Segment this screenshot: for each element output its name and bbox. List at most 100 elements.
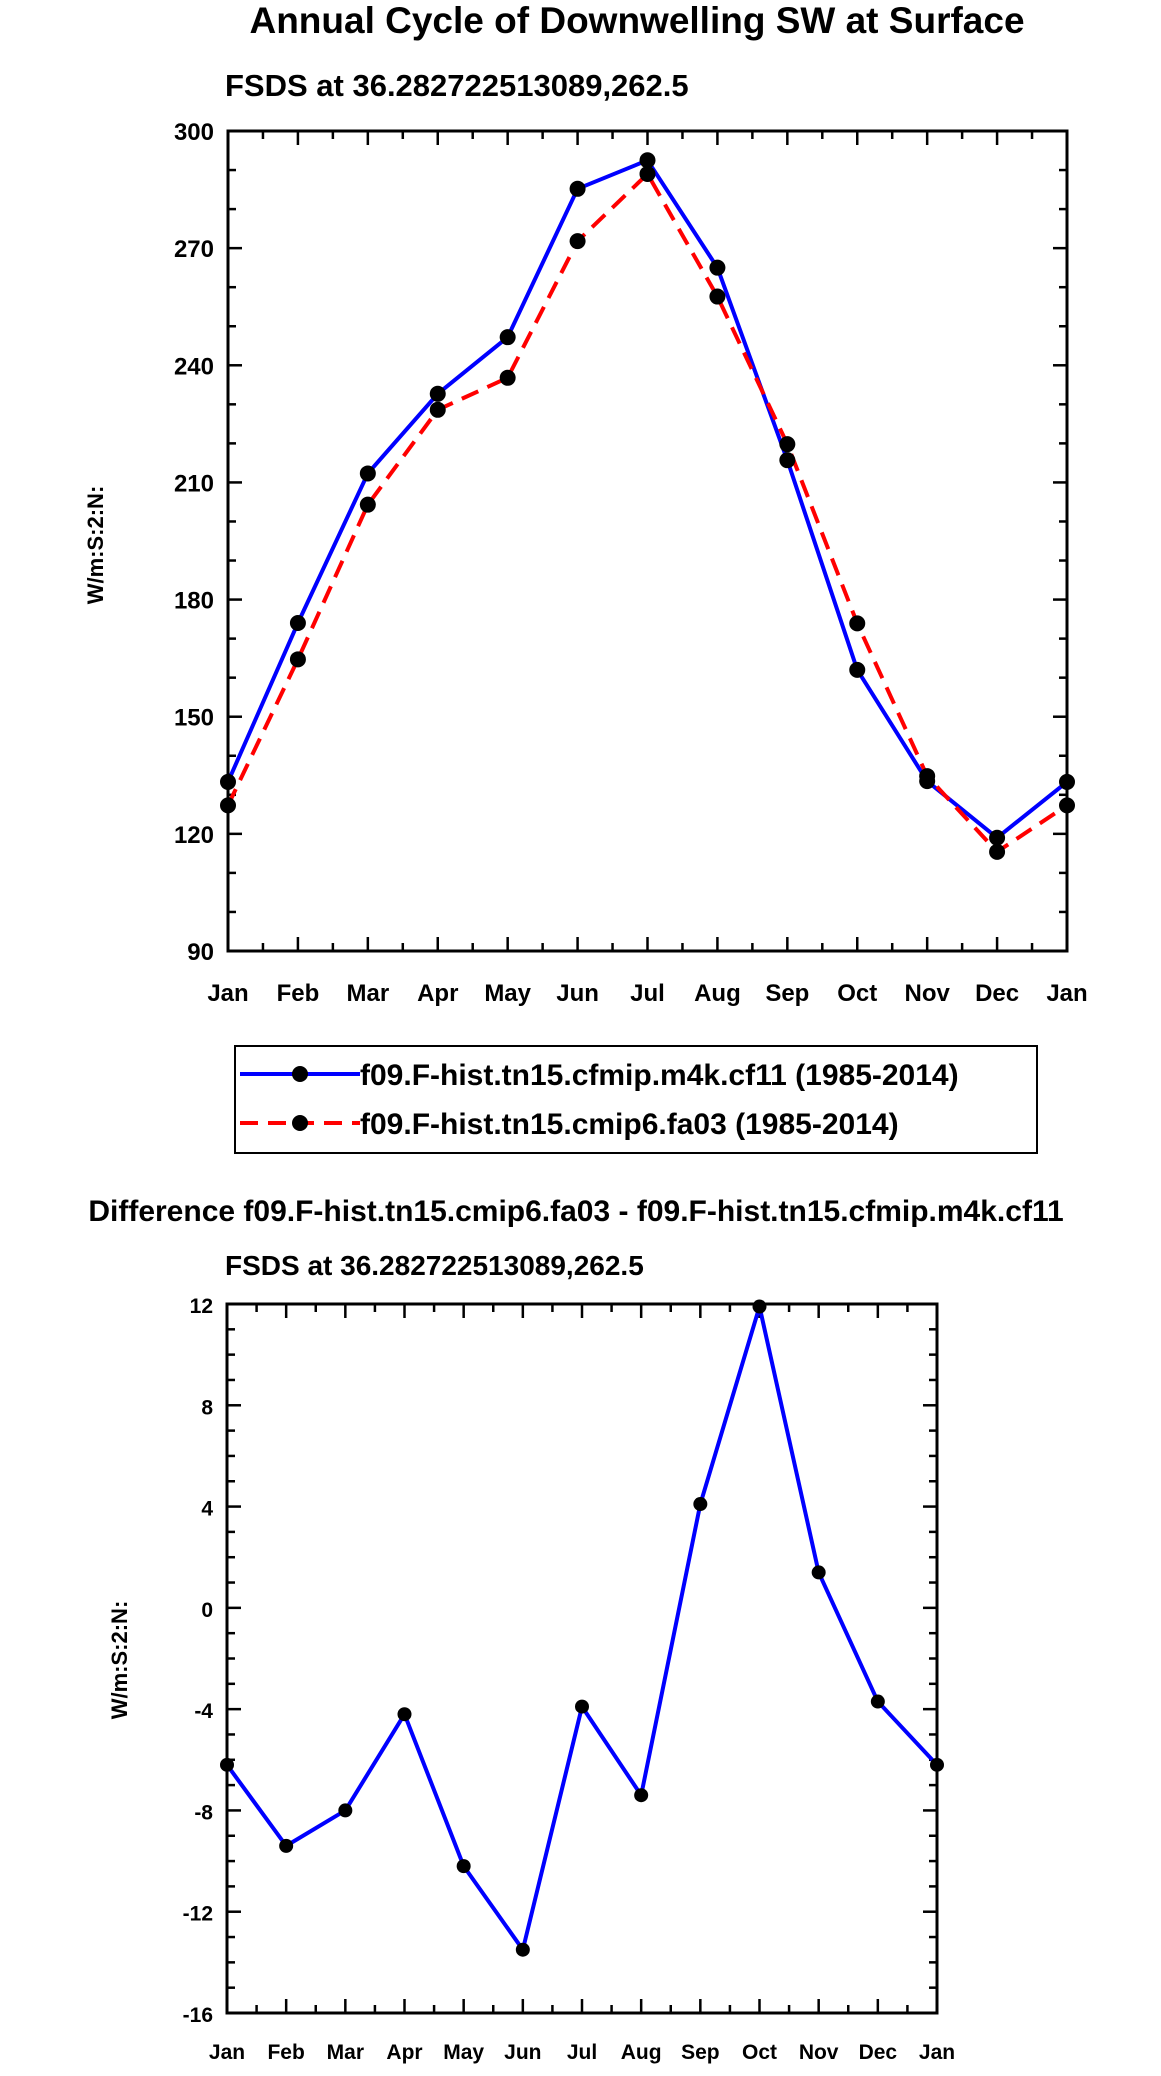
data-point-series-1 xyxy=(693,1497,708,1512)
x-tick-label: Nov xyxy=(799,2041,839,2064)
x-tick-label: Jun xyxy=(556,980,599,1007)
chart1-subtitle: FSDS at 36.282722513089,262.5 xyxy=(225,68,689,103)
data-point-series-1 xyxy=(456,1859,471,1874)
data-point-series-1 xyxy=(575,1699,589,1714)
y-tick-label: 8 xyxy=(201,1396,213,1419)
chart1-title: Annual Cycle of Downwelling SW at Surfac… xyxy=(249,0,1024,41)
x-tick-label: Mar xyxy=(346,980,389,1007)
series-line-1 xyxy=(225,1304,939,1952)
data-point-series-2 xyxy=(989,843,1006,860)
data-point-series-2 xyxy=(639,165,656,182)
x-tick-label: Aug xyxy=(621,2041,662,2064)
plot-frame xyxy=(225,1302,939,2015)
data-point-series-1 xyxy=(989,829,1006,846)
x-tick-label: Jun xyxy=(504,2041,541,2064)
legend-label-series-1: f09.F-hist.tn15.cfmip.m4k.cf11 (1985-201… xyxy=(360,1059,959,1092)
y-tick-label: 150 xyxy=(174,705,214,732)
y-tick-label: 90 xyxy=(187,939,214,966)
legend-box xyxy=(234,1045,1038,1154)
y-tick-label: 120 xyxy=(174,822,214,849)
data-point-series-2 xyxy=(429,401,446,418)
data-point-series-1 xyxy=(569,180,586,197)
y-tick-label: 4 xyxy=(201,1498,213,1521)
data-point-series-2 xyxy=(1059,797,1075,814)
y-tick-label: 240 xyxy=(174,353,214,380)
x-tick-label: Feb xyxy=(277,980,320,1007)
y-tick-label: -8 xyxy=(194,1801,213,1824)
y-tick-label: 210 xyxy=(174,470,214,497)
x-tick-label: Jan xyxy=(1046,980,1087,1007)
x-tick-label: Dec xyxy=(975,980,1019,1007)
x-tick-label: Mar xyxy=(327,2041,364,2064)
data-point-series-1 xyxy=(279,1838,294,1853)
x-tick-label: Apr xyxy=(417,980,458,1007)
chart2-title: Difference f09.F-hist.tn15.cmip6.fa03 - … xyxy=(88,1195,1063,1228)
data-point-series-1 xyxy=(220,773,236,790)
data-point-series-2 xyxy=(220,797,236,814)
data-point-series-1 xyxy=(811,1565,826,1580)
x-tick-label: Jul xyxy=(567,2041,597,2064)
x-tick-label: Feb xyxy=(267,2041,304,2064)
data-point-series-2 xyxy=(289,651,306,668)
data-point-series-1 xyxy=(1059,773,1075,790)
x-tick-label: Dec xyxy=(859,2041,898,2064)
legend-label-series-2: f09.F-hist.tn15.cmip6.fa03 (1985-2014) xyxy=(360,1108,899,1141)
x-tick-label: Sep xyxy=(681,2041,720,2064)
chart2-subtitle: FSDS at 36.282722513089,262.5 xyxy=(225,1250,644,1281)
data-point-series-1 xyxy=(639,152,656,169)
data-point-series-2 xyxy=(849,615,866,632)
x-tick-label: Sep xyxy=(765,980,809,1007)
x-tick-label: Jan xyxy=(209,2041,245,2064)
data-point-series-1 xyxy=(359,465,376,482)
data-point-series-1 xyxy=(779,452,796,469)
data-point-series-1 xyxy=(515,1942,530,1957)
chart1-ylabel: W/m:S:2:N: xyxy=(83,486,108,605)
data-point-series-2 xyxy=(709,288,726,305)
data-point-series-2 xyxy=(359,496,376,513)
data-point-series-2 xyxy=(779,436,796,453)
data-point-series-1 xyxy=(289,615,306,631)
data-point-series-1 xyxy=(870,1694,885,1709)
y-tick-label: 180 xyxy=(174,588,214,615)
legend-marker-series-2 xyxy=(292,1115,308,1131)
y-tick-label: -16 xyxy=(183,2004,213,2027)
data-point-series-2 xyxy=(499,369,516,386)
plot-frame xyxy=(226,129,1069,953)
data-point-series-1 xyxy=(752,1299,767,1314)
chart1-plot: 90 120 150 180 210 240 270 300 Jan Feb Mar Apr May Ju… xyxy=(174,119,1088,1007)
series-line-1 xyxy=(226,158,1069,840)
data-point-series-1 xyxy=(849,661,866,678)
series-line-2 xyxy=(226,171,1069,854)
data-point-series-1 xyxy=(397,1707,412,1722)
y-tick-label: 300 xyxy=(174,119,214,146)
x-tick-label: Nov xyxy=(904,980,950,1007)
data-point-series-1 xyxy=(930,1757,944,1772)
x-tick-label: Jan xyxy=(207,980,248,1007)
x-tick-label: Apr xyxy=(386,2041,422,2064)
data-point-series-2 xyxy=(569,233,586,250)
legend-marker-series-1 xyxy=(292,1066,308,1082)
y-tick-label: -4 xyxy=(194,1700,213,1723)
y-tick-label: 0 xyxy=(201,1599,213,1622)
data-point-series-1 xyxy=(499,329,516,346)
chart2-ylabel: W/m:S:2:N: xyxy=(107,1601,132,1720)
x-tick-label: May xyxy=(443,2041,484,2064)
x-tick-label: Jul xyxy=(630,980,665,1007)
data-point-series-1 xyxy=(634,1788,649,1803)
x-tick-label: Aug xyxy=(694,980,741,1007)
y-tick-label: 12 xyxy=(190,1295,213,1318)
x-tick-label: Oct xyxy=(837,980,877,1007)
data-point-series-1 xyxy=(429,385,446,402)
y-tick-label: -12 xyxy=(183,1903,213,1926)
chart1-legend: f09.F-hist.tn15.cfmip.m4k.cf11 (1985-201… xyxy=(234,1045,1038,1154)
data-point-series-1 xyxy=(709,259,726,276)
x-tick-label: Jan xyxy=(919,2041,955,2064)
data-point-series-2 xyxy=(919,768,936,785)
data-point-series-1 xyxy=(220,1757,234,1772)
x-tick-label: Oct xyxy=(742,2041,777,2064)
x-tick-label: May xyxy=(484,980,531,1007)
data-point-series-1 xyxy=(338,1803,353,1818)
chart2-plot: -16 -12 -8 -4 0 4 8 12 Jan Feb Mar Apr May Jun Jul Aug S… xyxy=(183,1295,955,2064)
y-tick-label: 270 xyxy=(174,236,214,263)
